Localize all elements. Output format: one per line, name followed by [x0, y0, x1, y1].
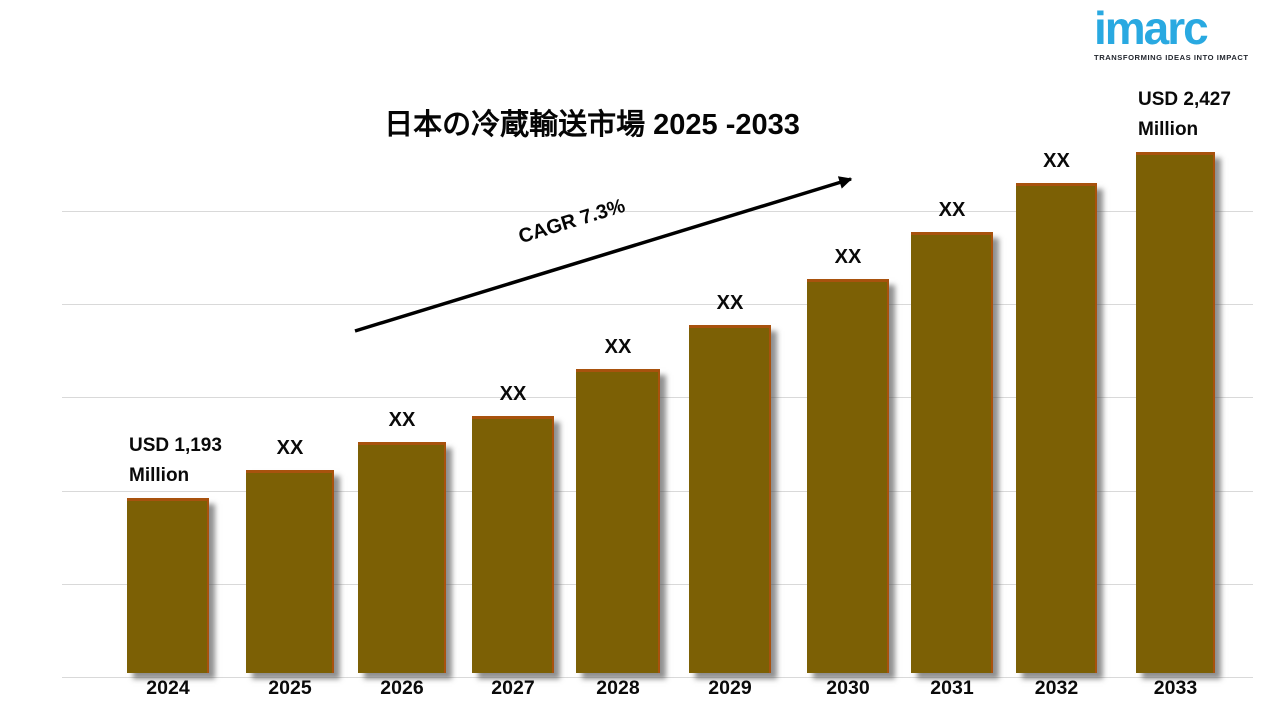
value-label-xx: XX: [499, 383, 527, 405]
x-axis-label-2025: 2025: [268, 677, 312, 699]
x-axis-label-2030: 2030: [826, 677, 870, 699]
value-label-usd: USD 2,427 Million: [1138, 89, 1231, 140]
x-axis-label-2032: 2032: [1034, 677, 1079, 699]
value-label-xx: XX: [716, 292, 744, 314]
bar-2032: [1016, 183, 1097, 673]
x-axis-label-2031: 2031: [930, 677, 974, 699]
value-label-xx: XX: [1043, 150, 1070, 172]
value-label-xx: XX: [604, 336, 632, 358]
x-axis-label-2026: 2026: [380, 677, 424, 699]
x-axis-label-2024: 2024: [146, 677, 190, 699]
value-label-xx: XX: [388, 409, 416, 431]
imarc-logo-tagline: TRANSFORMING IDEAS INTO IMPACT: [1094, 53, 1249, 63]
value-label-xx: XX: [276, 437, 304, 459]
bar-2025: [246, 470, 334, 673]
bar-2027: [472, 416, 554, 673]
x-axis-label-2028: 2028: [596, 677, 640, 699]
chart-title: 日本の冷蔵輸送市場 2025 -2033: [384, 109, 800, 142]
bar-2033: [1136, 152, 1215, 673]
bar-2029: [689, 325, 771, 673]
value-label-usd: USD 1,193 Million: [129, 435, 222, 486]
imarc-logo: imarc TRANSFORMING IDEAS INTO IMPACT: [1094, 2, 1252, 63]
bar-2031: [911, 232, 993, 673]
value-label-xx: XX: [834, 246, 862, 268]
x-axis-label-2033: 2033: [1153, 677, 1198, 699]
bar-2030: [807, 279, 889, 673]
bar-2026: [358, 442, 446, 673]
gridline: [62, 677, 1253, 678]
value-label-xx: XX: [938, 199, 966, 221]
imarc-logo-wordmark: imarc: [1094, 2, 1209, 54]
cagr-annotation: CAGR 7.3%: [516, 194, 628, 249]
bar-2028: [576, 369, 660, 673]
x-axis-label-2027: 2027: [491, 677, 535, 699]
bar-2024: [127, 498, 209, 673]
x-axis-label-2029: 2029: [708, 677, 752, 699]
